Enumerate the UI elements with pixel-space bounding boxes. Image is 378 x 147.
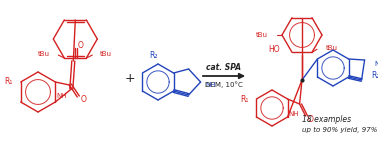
Text: R₁: R₁ — [240, 95, 248, 103]
Text: NH: NH — [375, 61, 378, 67]
Text: tBu: tBu — [256, 32, 268, 38]
Text: +: + — [125, 71, 135, 85]
Text: tBu: tBu — [100, 51, 112, 57]
Text: HO: HO — [268, 45, 280, 54]
Text: R₂: R₂ — [150, 51, 158, 61]
Text: R₂: R₂ — [372, 71, 378, 80]
Text: O: O — [308, 115, 313, 123]
Text: 18 examples: 18 examples — [302, 116, 351, 125]
Text: tBu: tBu — [326, 45, 338, 51]
Text: NH: NH — [205, 82, 216, 88]
Text: tBu: tBu — [38, 51, 50, 57]
Text: DCM, 10°C: DCM, 10°C — [205, 82, 243, 88]
Text: NH: NH — [56, 92, 67, 98]
Text: O: O — [77, 41, 83, 50]
Text: up to 90% yield, 97% ee: up to 90% yield, 97% ee — [302, 127, 378, 133]
Text: cat. SPA: cat. SPA — [206, 62, 242, 71]
Text: R₁: R₁ — [4, 77, 13, 86]
Text: NH: NH — [288, 111, 299, 117]
Text: O: O — [81, 96, 86, 105]
